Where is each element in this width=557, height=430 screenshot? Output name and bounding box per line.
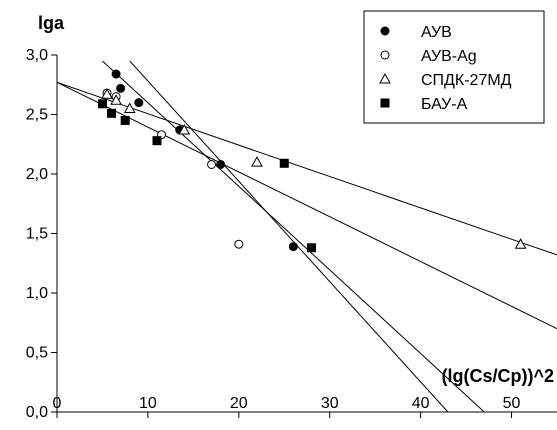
data-point-series-4 [120,115,130,125]
data-point-series-4 [307,243,317,253]
legend-label: СПДК-27МД [421,72,512,89]
data-point-series-3 [123,102,136,114]
data-point-series-3 [251,156,263,167]
trend-lines-group [57,60,557,412]
y-tick-label: 2,0 [26,166,48,183]
x-tick-label: 50 [503,395,521,412]
data-point-series-3 [101,88,113,99]
legend-marker [380,50,390,60]
legend: АУВ АУВ-Ag СПДК-27МД БАУ-А [363,10,545,124]
x-axis-title: (lg(Cs/Cp))^2 [442,366,555,386]
legend-marker [380,98,390,108]
x-tick-label: 40 [412,395,430,412]
axes-group [51,54,557,418]
data-point-series-4 [152,136,162,146]
legend-label: АУВ-Ag [421,48,477,65]
points-group [97,69,527,253]
x-tick-label: 0 [53,395,62,412]
trend-line [129,60,449,412]
data-point-series-2 [234,239,244,249]
trend-line [57,81,557,256]
x-tick-label: 20 [230,395,248,412]
legend-label: БАУ-А [421,96,468,113]
data-point-series-4 [97,99,107,109]
y-tick-label: 1,5 [26,226,48,243]
x-tick-label: 30 [321,395,339,412]
legend-marker [380,26,390,36]
data-point-series-4 [279,158,289,168]
data-point-series-1 [288,242,298,252]
legend-marker [379,72,391,84]
y-tick-label: 3,0 [26,47,48,64]
y-axis-title: lga [38,13,65,33]
legend-box [363,10,545,124]
data-point-series-1 [111,69,121,79]
data-point-series-4 [107,108,117,118]
data-point-series-3 [514,238,527,249]
y-tick-label: 1,0 [26,285,48,302]
data-point-series-1 [134,98,144,108]
legend-label: АУВ [421,24,452,41]
x-tick-label: 10 [139,395,157,412]
data-point-series-1 [116,83,126,93]
y-tick-label: 2,5 [26,107,48,124]
trend-line [57,81,557,330]
data-point-series-1 [216,159,226,169]
data-point-series-3 [110,94,122,105]
legend-items: АУВ АУВ-Ag СПДК-27МД БАУ-А [379,24,512,113]
y-tick-label: 0,0 [26,404,48,421]
tick-labels-group: 0,0 0,5 1,0 1,5 2,0 2,5 3,0 0 10 20 30 40 50 [26,47,521,421]
y-tick-label: 0,5 [26,345,48,362]
data-point-series-3 [178,123,191,135]
trend-line [102,60,485,412]
data-point-series-2 [207,159,217,169]
